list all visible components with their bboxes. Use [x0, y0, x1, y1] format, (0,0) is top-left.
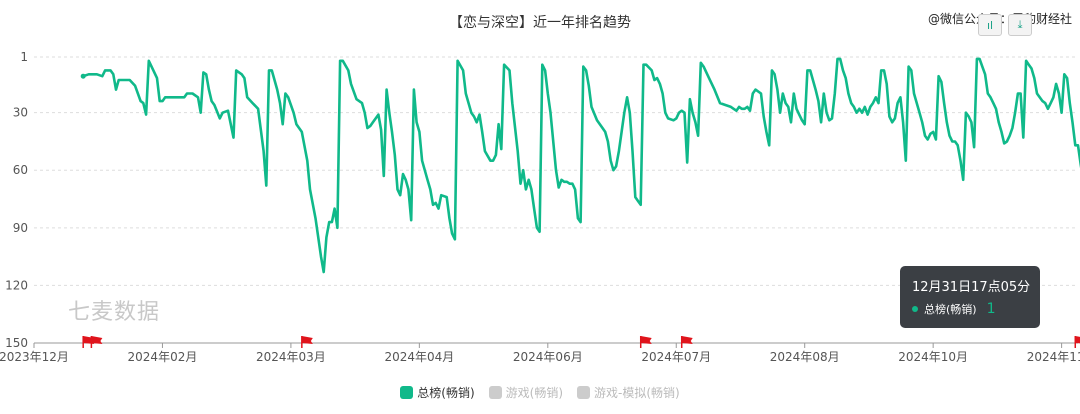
x-tick-label: 2024年11月	[1027, 350, 1080, 364]
legend-item-game-sim[interactable]: 游戏-模拟(畅销)	[577, 384, 680, 401]
tooltip-series-dot	[912, 306, 918, 312]
tooltip-series-name: 总榜(畅销)	[924, 303, 977, 316]
legend-swatch	[400, 386, 414, 399]
series-point	[80, 73, 86, 79]
series-line-total	[82, 57, 1080, 274]
legend-swatch	[488, 386, 502, 399]
download-icon[interactable]: ⤓	[1008, 14, 1032, 36]
y-tick-label: 1	[20, 50, 28, 64]
y-tick-label: 30	[13, 106, 28, 120]
x-tick-label: 2024年04月	[384, 350, 454, 364]
legend: 总榜(畅销) 游戏(畅销) 游戏-模拟(畅销)	[0, 384, 1080, 401]
chart-title: 【恋与深空】近一年排名趋势	[449, 15, 631, 31]
legend-swatch	[577, 386, 591, 399]
y-tick-label: 60	[13, 163, 28, 177]
x-tick-label: 2024年07月	[641, 350, 711, 364]
legend-label: 总榜(畅销)	[417, 386, 475, 400]
tooltip-date: 12月31日17点05分	[912, 280, 1031, 295]
legend-label: 游戏(畅销)	[505, 386, 564, 400]
flag-icon	[640, 336, 652, 344]
x-tick-label: 2024年06月	[513, 350, 583, 364]
legend-label: 游戏-模拟(畅销)	[594, 386, 680, 400]
flag-icon	[91, 336, 103, 344]
flag-icon	[681, 336, 693, 344]
flag-icon	[301, 336, 313, 344]
x-tick-label: 2024年10月	[898, 350, 968, 364]
legend-item-game[interactable]: 游戏(畅销)	[488, 384, 564, 401]
bar-chart-icon[interactable]: ıl	[978, 14, 1002, 36]
x-tick-label: 2024年03月	[256, 350, 326, 364]
tooltip: 12月31日17点05分 总榜(畅销) 1	[900, 266, 1040, 328]
x-tick-label: 2023年12月	[0, 350, 69, 364]
brand-watermark: 七麦数据	[68, 300, 161, 325]
legend-item-total[interactable]: 总榜(畅销)	[400, 384, 475, 401]
flag-icon	[1075, 336, 1080, 344]
tooltip-row: 总榜(畅销) 1	[912, 301, 996, 317]
y-tick-label: 120	[5, 278, 28, 292]
x-tick-label: 2024年02月	[128, 350, 198, 364]
x-tick-label: 2024年08月	[770, 350, 840, 364]
y-tick-label: 90	[13, 221, 28, 235]
y-tick-label: 150	[5, 336, 28, 350]
tooltip-value: 1	[986, 301, 996, 317]
chart-toolbar: ıl ⤓	[978, 14, 1032, 36]
